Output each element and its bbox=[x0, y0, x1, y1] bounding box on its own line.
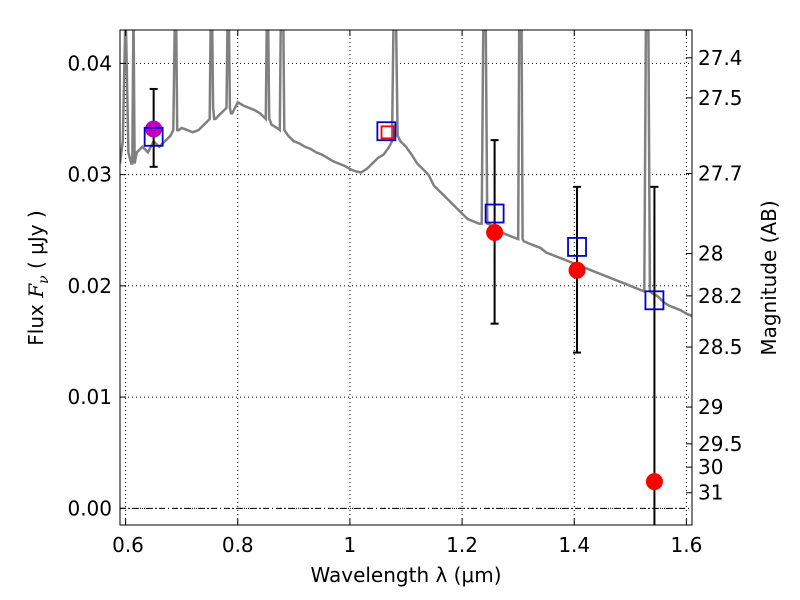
square-model-photometry bbox=[644, 290, 665, 311]
x-tick-label: 1.6 bbox=[670, 533, 702, 557]
y-ticks: 0.00 0.01 0.02 0.03 0.04 bbox=[67, 51, 126, 520]
square-model-photometry bbox=[143, 126, 164, 147]
y-axis-title-subscript: ν bbox=[36, 275, 52, 284]
magnitude-tick-label: 30 bbox=[698, 455, 723, 479]
grid bbox=[120, 30, 692, 525]
model-sed-line bbox=[120, 30, 692, 318]
y-axis-title-symbol: F bbox=[24, 283, 48, 299]
y-axis-title-left: Flux Fν ( μJy ) bbox=[24, 210, 52, 345]
magnitude-tick-label: 28.5 bbox=[698, 335, 743, 359]
magnitude-tick-label: 31 bbox=[698, 481, 723, 505]
x-tick-label: 1.2 bbox=[446, 533, 478, 557]
point-observed-optical bbox=[145, 120, 163, 138]
y-tick-label: 0.01 bbox=[67, 385, 112, 409]
square-model-photometry bbox=[567, 237, 587, 257]
magnitude-tick-label: 27.7 bbox=[698, 161, 743, 185]
magnitude-tick-label: 27.4 bbox=[698, 46, 743, 70]
magnitude-tick-label: 28.2 bbox=[698, 284, 743, 308]
x-tick-label: 1 bbox=[344, 533, 357, 557]
y-tick-label: 0.03 bbox=[67, 163, 112, 187]
square-model-photometry bbox=[484, 203, 505, 224]
markers bbox=[143, 120, 665, 491]
magnitude-tick-label: 28 bbox=[698, 242, 723, 266]
x-ticks: 0.8 1 1.2 1.4 1.6 bbox=[125, 30, 702, 557]
y-tick-label: 0.04 bbox=[67, 51, 112, 75]
x-tick-label: 1.4 bbox=[558, 533, 590, 557]
magnitude-tick-label: 27.5 bbox=[698, 86, 743, 110]
plot-area bbox=[120, 30, 692, 318]
y-axis-title-prefix: Flux bbox=[24, 298, 48, 346]
point-observed bbox=[486, 223, 504, 241]
point-observed bbox=[645, 473, 663, 491]
y-axis-title-units: ( μJy ) bbox=[24, 210, 48, 275]
plot-frame bbox=[119, 29, 693, 526]
y-tick-label: 0.02 bbox=[67, 274, 112, 298]
magnitude-tick-label: 29 bbox=[698, 395, 723, 419]
x-axis-title: Wavelength λ (μm) bbox=[310, 563, 501, 587]
y-tick-label: 0.00 bbox=[67, 496, 112, 520]
plot-background bbox=[120, 30, 692, 525]
x-tick-label: 0.8 bbox=[222, 533, 254, 557]
x-tick-label-0.6: 0.6 bbox=[112, 533, 144, 557]
square-model-photometry bbox=[376, 121, 397, 142]
square-upper-limit bbox=[380, 125, 395, 140]
point-observed bbox=[568, 261, 586, 279]
magnitude-tick-label: 29.5 bbox=[698, 432, 743, 456]
y-axis-title-right: Magnitude (AB) bbox=[757, 200, 781, 355]
